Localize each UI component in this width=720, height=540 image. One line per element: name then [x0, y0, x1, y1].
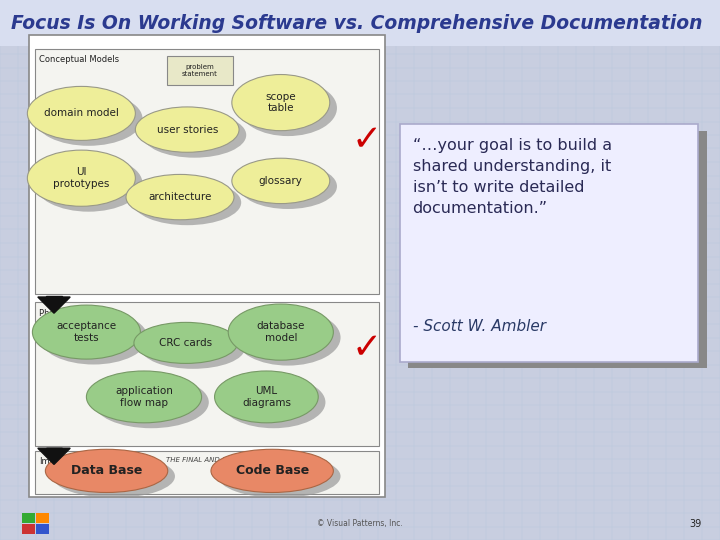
Ellipse shape [27, 150, 135, 206]
Text: Data Base: Data Base [71, 464, 143, 477]
FancyBboxPatch shape [408, 131, 707, 368]
Ellipse shape [239, 80, 337, 136]
Ellipse shape [86, 371, 202, 423]
Text: Implementation: Implementation [39, 457, 106, 467]
FancyBboxPatch shape [29, 35, 385, 497]
Ellipse shape [222, 376, 325, 428]
FancyBboxPatch shape [22, 513, 35, 523]
Ellipse shape [35, 92, 143, 146]
Ellipse shape [27, 86, 135, 140]
FancyArrow shape [46, 296, 62, 297]
Text: Conceptual Models: Conceptual Models [39, 55, 119, 64]
Ellipse shape [218, 455, 341, 498]
FancyBboxPatch shape [22, 524, 35, 534]
Ellipse shape [143, 112, 246, 158]
Text: glossary: glossary [259, 176, 302, 186]
Text: Focus Is On Working Software vs. Comprehensive Documentation: Focus Is On Working Software vs. Compreh… [11, 14, 702, 33]
FancyArrow shape [37, 448, 71, 464]
Ellipse shape [239, 164, 337, 209]
Ellipse shape [40, 310, 148, 365]
Text: CRC cards: CRC cards [159, 338, 212, 348]
Text: - Scott W. Ambler: - Scott W. Ambler [413, 319, 546, 334]
FancyBboxPatch shape [36, 524, 49, 534]
Ellipse shape [228, 304, 333, 360]
Ellipse shape [53, 455, 175, 498]
Ellipse shape [134, 322, 238, 363]
Ellipse shape [35, 156, 143, 212]
Text: architecture: architecture [148, 192, 212, 202]
Text: “…your goal is to build a
shared understanding, it
isn’t to write detailed
docum: “…your goal is to build a shared underst… [413, 138, 612, 215]
Ellipse shape [126, 174, 234, 220]
Ellipse shape [232, 75, 330, 131]
FancyBboxPatch shape [0, 0, 720, 46]
Text: database
model: database model [256, 321, 305, 343]
FancyBboxPatch shape [400, 124, 698, 362]
FancyArrow shape [37, 297, 71, 313]
Text: scope
table: scope table [266, 92, 296, 113]
Text: application
flow map: application flow map [115, 386, 173, 408]
Ellipse shape [232, 158, 330, 204]
Ellipse shape [94, 376, 209, 428]
Ellipse shape [235, 309, 341, 366]
Ellipse shape [32, 305, 140, 359]
Text: problem
statement: problem statement [182, 64, 217, 77]
Text: Physical Models: Physical Models [39, 309, 106, 318]
Text: domain model: domain model [44, 109, 119, 118]
FancyBboxPatch shape [167, 56, 233, 85]
Text: acceptance
tests: acceptance tests [56, 321, 117, 343]
Text: THE FINAL AND LASTING ARTIFACTS!: THE FINAL AND LASTING ARTIFACTS! [166, 457, 295, 463]
Ellipse shape [135, 107, 239, 152]
FancyBboxPatch shape [36, 513, 49, 523]
Text: Code Base: Code Base [235, 464, 309, 477]
Ellipse shape [215, 371, 318, 423]
FancyBboxPatch shape [35, 451, 379, 494]
Ellipse shape [211, 449, 333, 492]
Text: user stories: user stories [156, 125, 218, 134]
Ellipse shape [141, 328, 245, 369]
Ellipse shape [133, 180, 241, 225]
Text: © Visual Patterns, Inc.: © Visual Patterns, Inc. [317, 519, 403, 528]
FancyBboxPatch shape [35, 49, 379, 294]
Text: ✓: ✓ [352, 124, 382, 157]
FancyBboxPatch shape [35, 302, 379, 446]
Text: 39: 39 [690, 519, 702, 529]
Text: ✓: ✓ [352, 332, 382, 365]
Ellipse shape [45, 449, 168, 492]
Text: UML
diagrams: UML diagrams [242, 386, 291, 408]
Text: UI
prototypes: UI prototypes [53, 167, 109, 189]
